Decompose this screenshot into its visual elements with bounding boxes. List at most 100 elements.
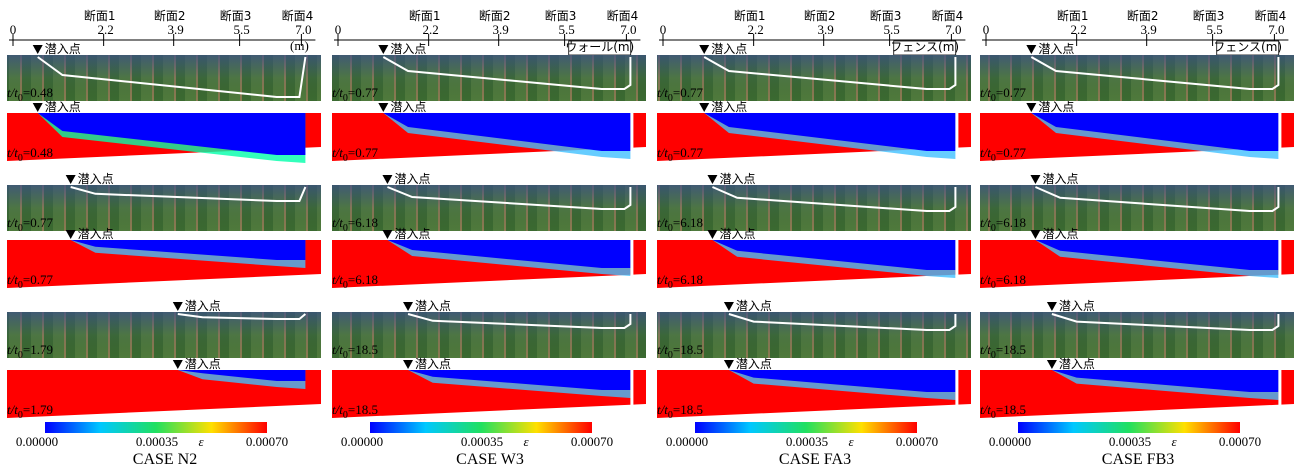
wall — [1278, 113, 1282, 151]
text-part: 0.77 — [680, 145, 703, 160]
text-part: 0 — [668, 153, 673, 164]
interface-line — [177, 313, 307, 320]
floor-cut — [7, 404, 321, 418]
text-part: t/t — [657, 402, 668, 417]
tick-label: 7.0 — [620, 22, 636, 37]
text-part: t/t — [657, 342, 668, 357]
colorbar-symbol: ε — [198, 434, 204, 449]
interface-line — [387, 186, 632, 210]
tick-label: 0 — [10, 22, 17, 37]
time-label: t/t0=0.77 — [332, 145, 378, 164]
time-label: t/t0=0.48 — [7, 85, 53, 104]
sim-clear — [383, 113, 631, 151]
section-label: 断面1 — [1057, 8, 1089, 23]
text-part: t/t — [980, 215, 991, 230]
text-part: = — [996, 85, 1003, 100]
text-part: t/t — [980, 145, 991, 160]
colorbar-label: 0.00070 — [246, 434, 288, 449]
text-part: 0 — [343, 350, 348, 361]
plunge-marker — [1026, 103, 1037, 112]
tick-label: 3.9 — [493, 22, 509, 37]
text-part: = — [23, 85, 30, 100]
text-part: 0 — [343, 280, 348, 291]
colorbar-label: 0.00070 — [896, 434, 938, 449]
wall — [630, 370, 634, 408]
text-part: = — [23, 402, 30, 417]
text-part: t/t — [657, 85, 668, 100]
plunge-marker — [699, 45, 710, 54]
text-part: = — [673, 145, 680, 160]
wall — [955, 240, 959, 278]
text-part: = — [996, 402, 1003, 417]
section-label: 断面3 — [1193, 8, 1225, 23]
text-part: = — [673, 215, 680, 230]
plunge-label: 潜入点 — [78, 172, 114, 186]
tick-label: 2.2 — [423, 22, 439, 37]
section-label: 断面4 — [1255, 8, 1287, 23]
text-part: t/t — [657, 272, 668, 287]
section-label: 断面2 — [479, 8, 511, 23]
sim-clear — [1031, 113, 1279, 151]
water-shade — [7, 185, 321, 231]
interface-line — [382, 56, 632, 90]
plunge-label: 潜入点 — [390, 100, 426, 114]
section-label: 断面4 — [607, 8, 639, 23]
text-part: 0 — [991, 410, 996, 421]
text-part: 0 — [668, 223, 673, 234]
colorbar-label: 0.00000 — [16, 434, 58, 449]
text-part: = — [348, 402, 355, 417]
colorbar-symbol: ε — [523, 434, 529, 449]
section-label: 断面4 — [932, 8, 964, 23]
text-part: t/t — [332, 402, 343, 417]
text-part: t/t — [332, 342, 343, 357]
text-part: = — [348, 342, 355, 357]
colorbar-label: 0.00035 — [461, 434, 503, 449]
plunge-label: 潜入点 — [394, 172, 430, 186]
plunge-marker — [1030, 175, 1041, 184]
interface-line — [1035, 186, 1280, 212]
text-part: t/t — [7, 342, 18, 357]
text-part: 6.18 — [355, 215, 378, 230]
text-part: t/t — [7, 272, 18, 287]
annotation: ウォール(m) — [565, 40, 634, 54]
text-part: 0 — [991, 153, 996, 164]
interface-line — [407, 313, 632, 329]
time-label: t/t0=18.5 — [980, 342, 1026, 361]
plunge-label: 潜入点 — [415, 357, 451, 371]
colorbar-label: 0.00035 — [136, 434, 178, 449]
text-part: 0 — [668, 93, 673, 104]
interface-line — [70, 186, 307, 202]
plunge-label: 潜入点 — [78, 227, 114, 241]
text-part: 0.77 — [30, 272, 53, 287]
floor-cut — [657, 404, 971, 418]
text-part: 0.77 — [30, 215, 53, 230]
plunge-marker — [403, 302, 414, 311]
water-shade — [657, 185, 971, 231]
tick-label: 5.5 — [558, 22, 574, 37]
text-part: 0 — [991, 223, 996, 234]
sim-clear — [728, 370, 956, 392]
text-part: = — [996, 145, 1003, 160]
text-part: 18.5 — [1003, 342, 1026, 357]
colorbar-label: 0.00000 — [989, 434, 1031, 449]
colorbar-label: 0.00035 — [1109, 434, 1151, 449]
plunge-marker — [65, 175, 76, 184]
interface-line — [1030, 56, 1280, 90]
tick-label: 3.9 — [818, 22, 834, 37]
time-label: t/t0=18.5 — [980, 402, 1026, 421]
floor-cut — [7, 274, 321, 288]
tick-label: 0 — [660, 22, 667, 37]
colorbar-label: 0.00035 — [786, 434, 828, 449]
floor-cut — [332, 274, 646, 288]
text-part: = — [348, 272, 355, 287]
tick-label: 0 — [983, 22, 990, 37]
time-label: t/t0=6.18 — [980, 215, 1026, 234]
text-part: t/t — [332, 215, 343, 230]
text-part: 0 — [343, 153, 348, 164]
text-part: 0 — [991, 280, 996, 291]
plunge-marker — [1030, 230, 1041, 239]
time-label: t/t0=0.77 — [980, 145, 1026, 164]
sim-clear — [177, 370, 306, 381]
plunge-label: 潜入点 — [1042, 172, 1078, 186]
text-part: 0.77 — [355, 85, 378, 100]
